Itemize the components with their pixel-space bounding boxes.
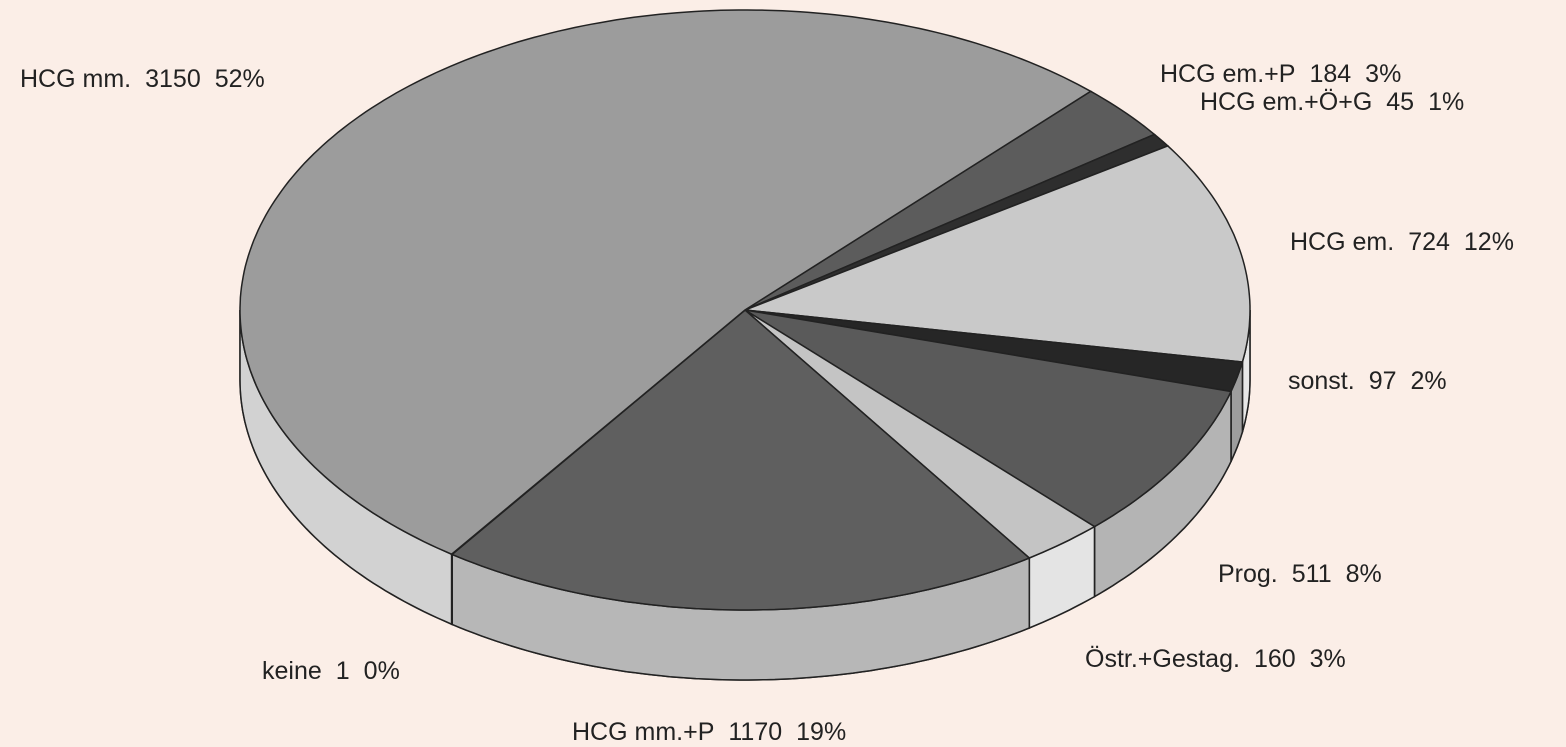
label-percent: 8% bbox=[1346, 560, 1382, 588]
label-name: HCG mm.+P bbox=[572, 718, 714, 746]
slice-label: keine 1 0% bbox=[262, 657, 400, 685]
slice-label: HCG em. 724 12% bbox=[1290, 228, 1514, 256]
label-name: Prog. bbox=[1218, 560, 1278, 588]
label-percent: 2% bbox=[1411, 367, 1447, 395]
label-percent: 19% bbox=[796, 718, 846, 746]
slice bbox=[744, 309, 1233, 528]
label-name: HCG em.+Ö+G bbox=[1200, 88, 1372, 116]
label-name: HCG em.+P bbox=[1160, 60, 1295, 88]
slice bbox=[744, 90, 1156, 311]
label-name: HCG em. bbox=[1290, 228, 1394, 256]
slice bbox=[744, 309, 1096, 559]
label-value: 1 bbox=[336, 657, 350, 685]
label-value: 1170 bbox=[728, 718, 782, 746]
label-percent: 0% bbox=[364, 657, 400, 685]
slice bbox=[450, 309, 1031, 611]
label-percent: 3% bbox=[1365, 60, 1401, 88]
label-percent: 3% bbox=[1310, 645, 1346, 673]
label-name: HCG mm. bbox=[20, 65, 131, 93]
slice-label: HCG mm. 3150 52% bbox=[20, 65, 265, 93]
label-name: Östr.+Gestag. bbox=[1085, 645, 1240, 673]
label-value: 97 bbox=[1369, 367, 1397, 395]
slice-label: Prog. 511 8% bbox=[1218, 560, 1382, 588]
slice-label: HCG mm.+P 1170 19% bbox=[572, 718, 846, 746]
label-value: 45 bbox=[1386, 88, 1414, 116]
label-value: 3150 bbox=[145, 65, 201, 93]
slice-label: HCG em.+P 184 3% bbox=[1160, 60, 1401, 88]
label-percent: 1% bbox=[1428, 88, 1464, 116]
label-name: keine bbox=[262, 657, 322, 685]
label-percent: 52% bbox=[215, 65, 265, 93]
slice-label: sonst. 97 2% bbox=[1288, 367, 1447, 395]
label-value: 511 bbox=[1292, 560, 1332, 588]
label-percent: 12% bbox=[1464, 228, 1514, 256]
label-value: 160 bbox=[1254, 645, 1296, 673]
slice bbox=[239, 9, 1093, 556]
slice bbox=[744, 145, 1251, 363]
label-value: 184 bbox=[1309, 60, 1351, 88]
label-name: sonst. bbox=[1288, 367, 1355, 395]
label-value: 724 bbox=[1408, 228, 1450, 256]
slice-label: Östr.+Gestag. 160 3% bbox=[1085, 645, 1346, 673]
slice-label: HCG em.+Ö+G 45 1% bbox=[1200, 88, 1464, 116]
